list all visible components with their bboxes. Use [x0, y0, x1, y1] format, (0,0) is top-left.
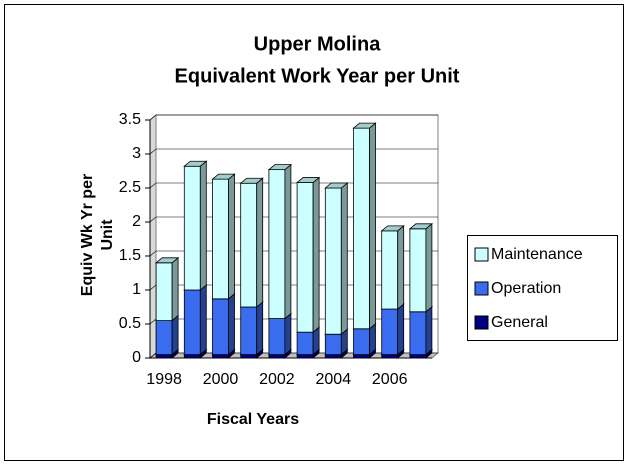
bar-segment [240, 306, 258, 355]
bar-segment [183, 165, 201, 291]
bar-segment [324, 187, 342, 335]
bar-segment [324, 333, 342, 356]
bar-side [284, 163, 292, 320]
legend-swatch [474, 247, 489, 262]
bar-top [408, 223, 434, 230]
bar-side [284, 312, 292, 356]
bar-top [324, 182, 349, 189]
bar-side [199, 160, 207, 291]
bar-side [397, 224, 405, 310]
chart-title: Equivalent Work Year per Unit [175, 65, 460, 87]
x-tick-label: 2004 [316, 371, 352, 388]
bar-segment [409, 311, 427, 356]
legend-swatch [474, 315, 489, 330]
legend-swatch [474, 281, 489, 296]
bar-segment [324, 354, 342, 359]
bar-segment [183, 354, 201, 359]
bar-segment [268, 169, 286, 319]
bar-segment [268, 318, 286, 355]
bar-segment [296, 182, 314, 333]
bar-segment [155, 262, 173, 321]
bar-side [228, 173, 235, 300]
chart-title: Upper Molina [254, 33, 382, 55]
x-tick-label: 2002 [259, 371, 295, 388]
legend-label: General [491, 314, 548, 331]
bar-segment [381, 354, 399, 359]
y-tick-label: 2 [132, 213, 141, 230]
bar-segment [296, 354, 314, 359]
bar-top [380, 225, 405, 232]
bar-segment [155, 320, 173, 356]
y-axis-label: Equiv Wk Yr per [79, 174, 96, 296]
bar-side [369, 122, 376, 330]
bar-top [239, 177, 264, 184]
bar-side [171, 314, 179, 356]
y-tick-label: 0 [132, 349, 141, 366]
bar-side [425, 222, 433, 313]
x-tick-label: 2000 [203, 371, 239, 388]
bar-side [312, 176, 320, 334]
bar-segment [212, 178, 229, 300]
bar-segment [381, 230, 399, 310]
x-tick-label: 2006 [372, 371, 408, 388]
bar-side [340, 182, 348, 336]
y-tick-label: 3 [132, 145, 141, 162]
bar-top [154, 257, 180, 264]
bar-segment [353, 127, 370, 330]
bar-segment [183, 289, 201, 355]
bar-side [171, 256, 179, 322]
bar-side [397, 303, 405, 356]
x-tick-label: 1998 [146, 371, 182, 388]
bar-top [352, 122, 377, 129]
bar-segment [212, 298, 229, 355]
grid-line [149, 114, 438, 121]
y-tick-label: 1.5 [119, 247, 141, 264]
bar-side [256, 177, 264, 308]
bar-segment [296, 331, 314, 356]
bar-segment [155, 354, 173, 359]
legend-label: Maintenance [491, 246, 583, 263]
bar-segment [409, 228, 427, 313]
bar-top [183, 160, 208, 167]
y-tick-label: 1 [132, 281, 141, 298]
bar-segment [381, 308, 399, 356]
legend-box [467, 235, 618, 341]
bar-segment [353, 328, 370, 356]
y-tick-label: 3.5 [119, 111, 141, 128]
bar-side [425, 305, 433, 356]
bar-segment [353, 354, 370, 359]
bar-side [256, 301, 264, 356]
legend-label: Operation [491, 280, 561, 297]
bar-top [295, 177, 321, 183]
bar-segment [240, 182, 258, 308]
bar-segment [409, 354, 427, 359]
bar-segment [268, 354, 286, 359]
y-tick-label: 2.5 [119, 179, 141, 196]
y-tick-label: 0.5 [119, 315, 141, 332]
bar-segment [212, 354, 229, 359]
bar-segment [240, 354, 258, 359]
x-axis-label: Fiscal Years [207, 411, 299, 428]
grid-line [149, 148, 438, 155]
y-axis-label: Unit [99, 219, 116, 251]
bar-side [228, 292, 235, 356]
bar-side [199, 284, 207, 356]
bar-top [267, 164, 293, 171]
bar-top [211, 173, 236, 180]
